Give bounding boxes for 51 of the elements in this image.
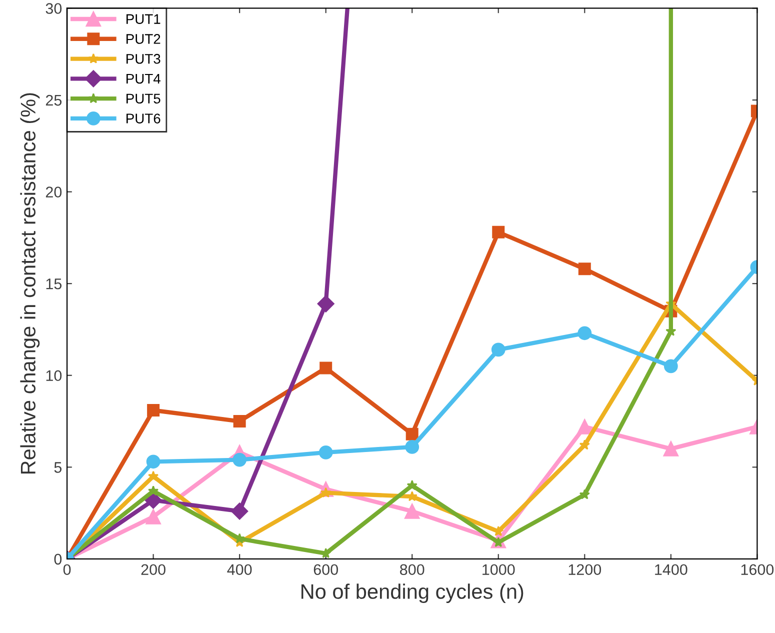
- point: [406, 480, 418, 490]
- point: [317, 295, 334, 312]
- point: [320, 362, 332, 374]
- y-tick-label: 0: [54, 554, 62, 565]
- point: [578, 326, 592, 340]
- point: [146, 454, 160, 469]
- point: [493, 526, 504, 536]
- point: [664, 359, 678, 374]
- point: [578, 262, 591, 276]
- y-tick-label: 15: [46, 278, 62, 290]
- legend-label: PUT6: [126, 114, 160, 124]
- y-axis-title: Relative change in contact resistance (%): [20, 93, 40, 474]
- point: [318, 446, 333, 460]
- y-tick-label: 10: [46, 370, 62, 382]
- x-tick-label: 1400: [655, 564, 688, 576]
- legend-label: PUT5: [126, 94, 160, 104]
- point: [147, 404, 160, 416]
- x-axis-title: No of bending cycles (n): [302, 584, 524, 604]
- point: [579, 489, 590, 500]
- point: [491, 342, 506, 357]
- legend-label: PUT4: [126, 74, 160, 84]
- point: [231, 502, 248, 520]
- y-tick-label: 5: [54, 462, 62, 473]
- y-tick-label: 30: [46, 3, 62, 14]
- point: [579, 440, 590, 450]
- y-tick-label: 25: [46, 94, 62, 106]
- point: [405, 440, 420, 454]
- point: [148, 485, 159, 496]
- y-tick-label: 20: [46, 186, 62, 198]
- legend-label: PUT3: [126, 54, 160, 64]
- point: [406, 490, 418, 502]
- legend-label: PUT2: [126, 34, 160, 44]
- point: [663, 441, 679, 456]
- x-tick-label: 1600: [741, 564, 774, 576]
- x-tick-label: 600: [314, 564, 338, 576]
- point: [320, 548, 332, 558]
- point: [492, 226, 505, 238]
- point: [148, 470, 159, 481]
- x-tick-label: 1000: [482, 564, 515, 576]
- x-tick-label: 1200: [568, 564, 602, 576]
- point: [577, 419, 592, 434]
- x-tick-label: 800: [400, 564, 424, 576]
- point: [232, 452, 247, 467]
- legend-label: PUT1: [126, 14, 160, 24]
- point: [146, 509, 161, 524]
- point: [404, 504, 420, 519]
- point: [406, 428, 418, 440]
- x-tick-label: 0: [63, 564, 71, 576]
- point: [233, 415, 246, 428]
- x-tick-label: 200: [141, 564, 166, 576]
- x-tick-label: 400: [227, 564, 252, 576]
